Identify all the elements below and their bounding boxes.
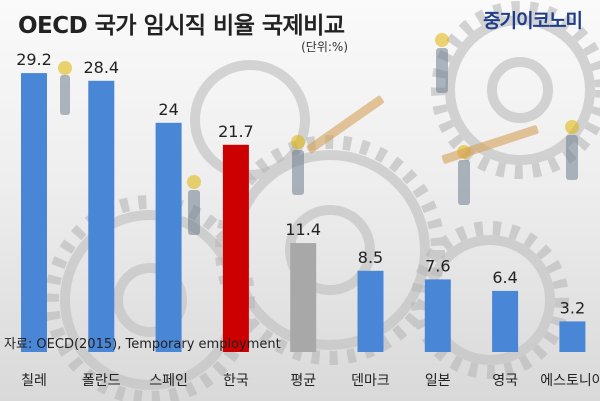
value-label-2: 28.4 xyxy=(83,58,119,77)
bar-5 xyxy=(290,243,317,352)
chart-title: OECD 국가 임시직 비율 국제비교 xyxy=(18,13,345,39)
category-label-7: 일본 xyxy=(425,373,451,389)
bar-1 xyxy=(21,73,47,352)
brand-logo: 중기이코노미 xyxy=(483,10,583,32)
value-label-1: 29.2 xyxy=(16,50,52,69)
bar-2 xyxy=(88,80,115,353)
bar-6 xyxy=(357,270,384,352)
category-label-4: 한국 xyxy=(223,373,249,389)
category-label-9: 에스토니아 xyxy=(540,373,600,389)
category-label-2: 폴란드 xyxy=(82,373,121,389)
value-label-4: 21.7 xyxy=(218,122,254,141)
value-label-9: 3.2 xyxy=(560,298,585,317)
category-label-5: 평균 xyxy=(290,373,316,389)
category-label-8: 영국 xyxy=(492,373,518,389)
value-label-3: 24 xyxy=(158,100,178,119)
bar-7 xyxy=(424,279,451,352)
bar-4 xyxy=(222,144,249,352)
category-label-3: 스페인 xyxy=(149,373,188,389)
value-label-8: 6.4 xyxy=(492,268,517,287)
unit-label: (단위:%) xyxy=(301,40,348,54)
bar-8 xyxy=(492,290,519,352)
value-label-6: 8.5 xyxy=(358,248,383,267)
bar-3 xyxy=(155,122,182,352)
source-note: 자료: OECD(2015), Temporary employment xyxy=(4,337,281,352)
value-label-5: 11.4 xyxy=(285,220,321,239)
bar-9 xyxy=(559,321,586,352)
value-label-7: 7.6 xyxy=(425,256,450,275)
category-label-6: 덴마크 xyxy=(351,373,390,389)
category-label-1: 칠레 xyxy=(21,373,47,389)
